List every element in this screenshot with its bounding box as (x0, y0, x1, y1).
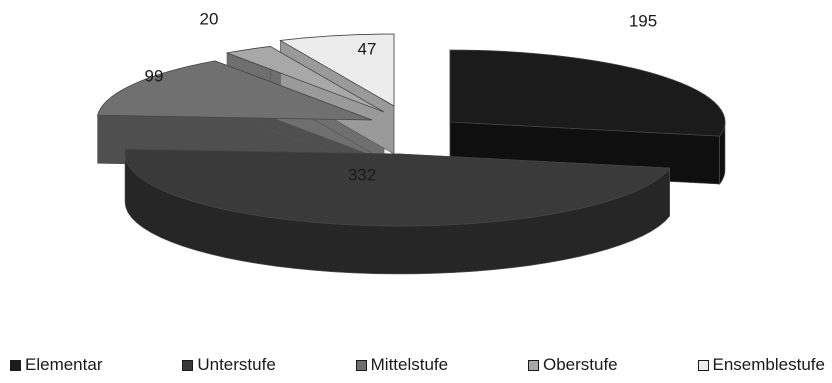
legend-item-mittelstufe: Mittelstufe (355, 355, 449, 375)
legend-label-elementar: Elementar (25, 355, 103, 374)
legend-item-oberstufe: Oberstufe (527, 355, 618, 375)
data-label-ensemblestufe: 47 (358, 39, 377, 58)
legend-swatch-oberstufe (527, 359, 539, 371)
legend-swatch-ensemblestufe (697, 359, 709, 371)
data-label-unterstufe: 332 (348, 165, 376, 184)
legend-item-ensemblestufe: Ensemblestufe (697, 355, 825, 375)
legend-item-unterstufe: Unterstufe (182, 355, 276, 375)
legend-item-elementar: Elementar (10, 355, 102, 375)
legend-swatch-mittelstufe (355, 359, 367, 371)
slice-elementar (449, 49, 726, 137)
data-label-oberstufe: 20 (200, 9, 219, 28)
slice-oberstufe (225, 46, 385, 113)
slice-unterstufe (124, 148, 671, 227)
legend-label-ensemblestufe: Ensemblestufe (712, 355, 825, 374)
slice-mittelstufe (97, 60, 373, 121)
data-label-mittelstufe: 99 (145, 66, 164, 85)
legend-label-oberstufe: Oberstufe (542, 355, 618, 374)
legend-label-mittelstufe: Mittelstufe (370, 355, 449, 374)
legend-label-unterstufe: Unterstufe (197, 355, 276, 374)
slice-ensemblestufe (279, 33, 395, 107)
legend: Elementar Unterstufe Mittelstufe Oberstu… (10, 351, 825, 379)
legend-swatch-elementar (10, 359, 21, 371)
legend-swatch-unterstufe (182, 359, 194, 371)
data-label-elementar: 195 (629, 11, 657, 30)
